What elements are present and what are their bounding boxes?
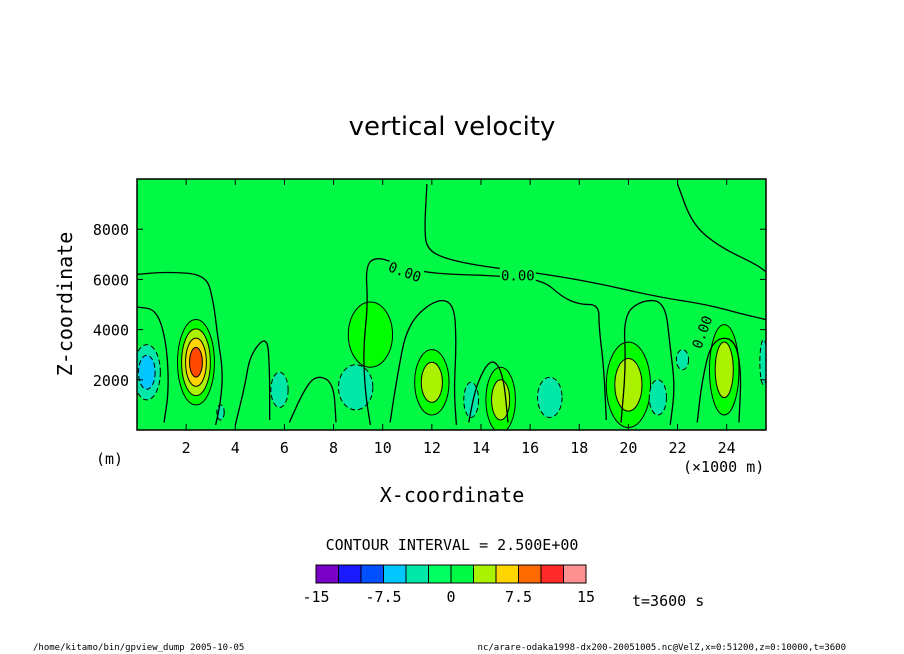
contour-line-2 bbox=[363, 258, 607, 426]
contour-line-5 bbox=[389, 299, 458, 426]
colorbar-tick-label: 15 bbox=[577, 588, 595, 606]
x-unit-label: (×1000 m) bbox=[683, 458, 764, 476]
colorbar-swatch-1 bbox=[338, 564, 362, 584]
contour-label-bg-0 bbox=[385, 257, 425, 284]
footer-right: nc/arare-odaka1998-dx200-20051005.nc@Vel… bbox=[478, 643, 846, 653]
colorbar-tick-label: -15 bbox=[302, 588, 329, 606]
x-tick-label: 8 bbox=[329, 439, 338, 457]
colorbar-swatch-10 bbox=[540, 564, 564, 584]
contour-interval-label: CONTOUR INTERVAL = 2.500E+00 bbox=[326, 536, 579, 554]
region-negative-x16.8 bbox=[536, 376, 563, 418]
colorbar-swatch-9 bbox=[518, 564, 542, 584]
colorbar-tick-labels: -15 -7.5 0 7.5 15 bbox=[302, 588, 595, 606]
region-level-1 bbox=[714, 341, 734, 399]
footer-left: /home/kitamo/bin/gpview_dump 2005-10-05 bbox=[33, 643, 244, 653]
colorbar-swatch-4 bbox=[405, 564, 429, 584]
region-negative-x0.4 bbox=[137, 344, 161, 401]
y-tick-label: 2000 bbox=[93, 372, 129, 390]
region-level-3 bbox=[189, 346, 203, 378]
x-tick-label: 2 bbox=[182, 439, 191, 457]
region-level-0 bbox=[270, 371, 289, 408]
region-level-0 bbox=[536, 376, 563, 418]
region-level-1 bbox=[138, 354, 156, 390]
x-tick-label: 18 bbox=[570, 439, 588, 457]
region-level-1 bbox=[420, 361, 443, 403]
contour-lines bbox=[137, 183, 766, 426]
time-label: t=3600 s bbox=[632, 592, 704, 610]
contour-line-4 bbox=[676, 183, 766, 273]
colorbar-swatch-8 bbox=[495, 564, 519, 584]
region-positive-x12 bbox=[414, 349, 450, 416]
region-negative-x22.2 bbox=[675, 349, 690, 371]
region-level-0 bbox=[347, 301, 394, 368]
region-negative-x25.5 bbox=[759, 339, 766, 386]
contour-line-8 bbox=[288, 376, 337, 423]
colorbar-swatch-3 bbox=[383, 564, 407, 584]
y-axis-ticks: 2000 4000 6000 8000 bbox=[93, 221, 766, 390]
contour-line-9 bbox=[468, 361, 509, 423]
y-tick-label: 8000 bbox=[93, 221, 129, 239]
contour-line-0 bbox=[137, 271, 223, 426]
region-positive-x20 bbox=[605, 341, 652, 428]
contour-line-7 bbox=[234, 340, 271, 426]
x-tick-label: 12 bbox=[423, 439, 441, 457]
x-tick-label: 22 bbox=[669, 439, 687, 457]
x-axis-ticks: 2 4 6 8 10 12 14 16 18 20 22 24 bbox=[182, 179, 736, 457]
contour-line-6 bbox=[620, 299, 675, 426]
x-tick-label: 16 bbox=[521, 439, 539, 457]
y-tick-label: 4000 bbox=[93, 322, 129, 340]
x-tick-label: 6 bbox=[280, 439, 289, 457]
colorbar-swatch-5 bbox=[428, 564, 452, 584]
x-tick-label: 24 bbox=[718, 439, 736, 457]
region-negative-x5.8 bbox=[270, 371, 289, 408]
chart-title: vertical velocity bbox=[349, 112, 556, 142]
region-negative-x21.2 bbox=[648, 379, 667, 416]
colorbar-swatch-7 bbox=[473, 564, 497, 584]
region-positive-max-x2.4 bbox=[177, 319, 215, 406]
y-tick-label: 6000 bbox=[93, 271, 129, 289]
colorbar bbox=[315, 564, 587, 584]
y-axis-label: Z-coordinate bbox=[53, 232, 77, 377]
colorbar-tick-label: -7.5 bbox=[365, 588, 401, 606]
x-tick-label: 20 bbox=[619, 439, 637, 457]
plot-background bbox=[137, 179, 766, 430]
region-positive-x15 bbox=[485, 366, 516, 430]
colorbar-swatch-2 bbox=[360, 564, 384, 584]
contour-fill-regions bbox=[137, 301, 766, 430]
region-level-0 bbox=[759, 339, 766, 386]
contour-label-1: 0.00 bbox=[501, 269, 535, 285]
x-tick-label: 14 bbox=[472, 439, 490, 457]
colorbar-swatch-0 bbox=[315, 564, 339, 584]
region-positive-x23.9 bbox=[708, 324, 740, 416]
y-unit-label: (m) bbox=[96, 450, 123, 468]
contour-label-bg-2 bbox=[687, 312, 714, 352]
contour-line-1 bbox=[137, 306, 169, 423]
region-level-0 bbox=[675, 349, 690, 371]
region-level-0 bbox=[337, 364, 374, 411]
plot-area: 0.00 0.000.00 bbox=[136, 178, 767, 431]
colorbar-tick-label: 0 bbox=[446, 588, 455, 606]
region-negative-x8.9 bbox=[337, 364, 374, 411]
contour-line-10 bbox=[696, 337, 742, 423]
region-positive-x9.5 bbox=[347, 301, 394, 368]
contour-label-bg-1 bbox=[499, 266, 536, 282]
x-axis-label: X-coordinate bbox=[380, 483, 525, 507]
colorbar-tick-label: 7.5 bbox=[505, 588, 532, 606]
x-tick-label: 4 bbox=[231, 439, 240, 457]
region-level-0 bbox=[648, 379, 667, 416]
colorbar-swatch-6 bbox=[450, 564, 474, 584]
colorbar-swatch-11 bbox=[563, 564, 587, 584]
x-tick-label: 10 bbox=[374, 439, 392, 457]
plot-frame bbox=[136, 178, 767, 431]
region-level-1 bbox=[614, 358, 643, 412]
